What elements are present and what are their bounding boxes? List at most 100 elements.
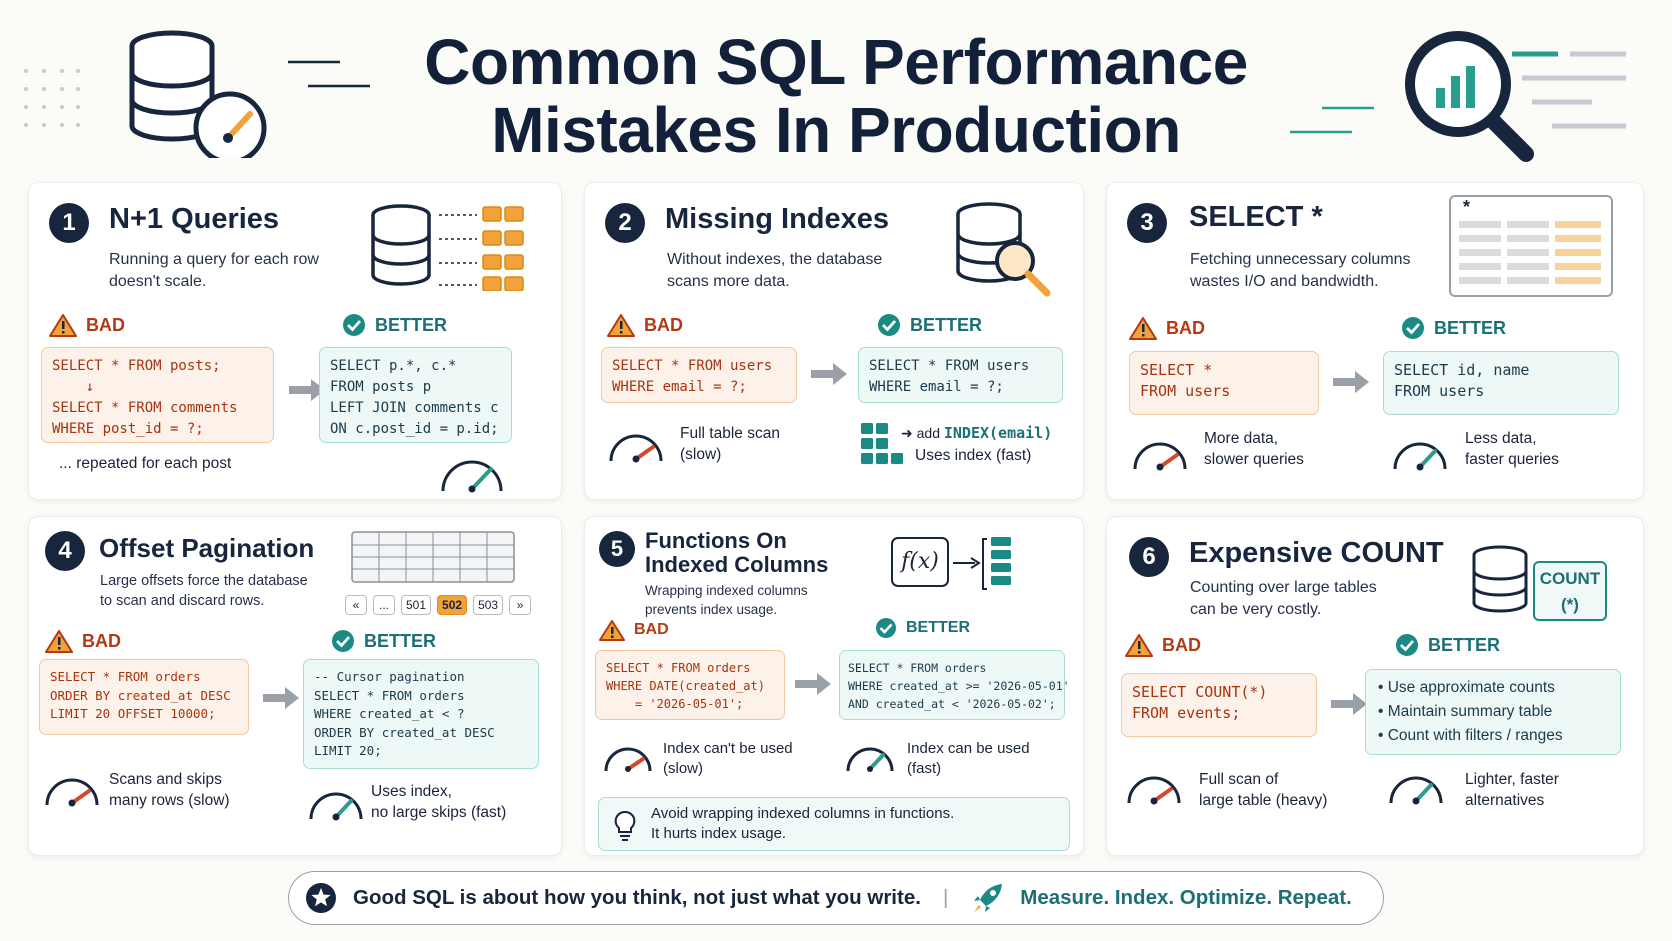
arrow-right-icon <box>263 687 299 709</box>
footer-divider: | <box>942 886 949 909</box>
card-n-plus-one: 1 N+1 Queries Running a query for each r… <box>28 182 562 500</box>
card-description: Wrapping indexed columns prevents index … <box>645 583 808 617</box>
gauge-icon <box>1133 442 1187 471</box>
pager-page[interactable]: 501 <box>401 595 432 615</box>
bad-note: More data, slower queries <box>1204 430 1304 468</box>
footer-banner: Good SQL is about how you think, not jus… <box>288 871 1384 925</box>
better-label: BETTER <box>1395 633 1500 657</box>
lightbulb-icon <box>614 810 636 841</box>
bad-note: Full scan of large table (heavy) <box>1199 771 1328 809</box>
card-description: Running a query for each row doesn't sca… <box>109 251 319 290</box>
check-icon <box>332 630 354 652</box>
title-line-2: Mistakes In Production <box>491 94 1181 166</box>
bad-note: Full table scan (slow) <box>680 425 780 463</box>
database-search-icon <box>956 202 1051 297</box>
check-icon <box>876 618 896 638</box>
better-code-block: -- Cursor pagination SELECT * FROM order… <box>303 659 539 769</box>
database-speed-icon <box>129 30 267 158</box>
bad-code-block: SELECT * FROM posts; ↓ SELECT * FROM com… <box>41 347 274 443</box>
check-icon <box>1396 634 1418 656</box>
gauge-icon <box>45 778 99 807</box>
better-label: BETTER <box>331 629 436 653</box>
arrow-right-icon <box>289 379 325 401</box>
gauge-icon <box>1389 776 1443 805</box>
magnifier-chart-icon <box>1405 31 1534 162</box>
better-note: Index can be used (fast) <box>907 740 1030 777</box>
warning-icon <box>607 314 635 337</box>
card-number: 5 <box>599 531 635 567</box>
bad-code-block: SELECT * FROM users <box>1129 351 1319 415</box>
gauge-icon <box>309 792 363 821</box>
better-label: BETTER <box>875 617 970 639</box>
card-number: 3 <box>1127 203 1167 243</box>
card-number: 2 <box>605 203 645 243</box>
pager-page[interactable]: 503 <box>473 595 504 615</box>
footer-right-text: Measure. Index. Optimize. Repeat. <box>1020 886 1352 909</box>
database-icon <box>1472 545 1528 613</box>
card-number: 1 <box>49 203 89 243</box>
warning-icon <box>45 630 73 653</box>
card-title: Functions On Indexed Columns <box>645 528 829 577</box>
title-line-1: Common SQL Performance <box>424 26 1248 98</box>
bad-code-block: SELECT * FROM users WHERE email = ?; <box>601 347 797 403</box>
better-note: Less data, faster queries <box>1465 430 1559 468</box>
better-label: BETTER <box>1401 316 1506 340</box>
table-columns-icon <box>1449 195 1613 297</box>
better-code-block: SELECT id, name FROM users <box>1383 351 1619 415</box>
bad-label: BAD <box>49 313 125 337</box>
star-icon <box>306 883 336 913</box>
better-code-block: SELECT p.*, c.* FROM posts p LEFT JOIN c… <box>319 347 512 443</box>
pager-prev[interactable]: « <box>345 595 367 615</box>
card-title: Offset Pagination <box>99 533 315 563</box>
function-icon: f(x) <box>891 537 949 587</box>
list-item: • Count with filters / ranges <box>1378 727 1563 744</box>
gauge-icon <box>441 460 503 493</box>
card-number: 4 <box>45 531 85 571</box>
warning-icon <box>1129 317 1157 340</box>
card-expensive-count: 6 Expensive COUNT Counting over large ta… <box>1106 516 1644 856</box>
gauge-icon <box>604 747 652 772</box>
card-number: 6 <box>1129 537 1169 577</box>
arrow-right-icon <box>1331 693 1367 715</box>
better-list-box: • Use approximate counts • Maintain summ… <box>1365 669 1621 755</box>
bad-code-block: SELECT * FROM orders WHERE DATE(created_… <box>595 650 785 720</box>
better-code-block: SELECT * FROM orders WHERE created_at >=… <box>839 650 1070 720</box>
warning-icon <box>49 314 77 337</box>
pager-ellipsis: ... <box>373 595 395 615</box>
pager-page-active[interactable]: 502 <box>437 595 468 615</box>
rocket-icon <box>974 884 1003 912</box>
gauge-icon <box>1127 776 1181 805</box>
bad-label: BAD <box>1129 316 1205 340</box>
card-select-star: 3 SELECT * Fetching unnecessary columns … <box>1106 182 1644 500</box>
stripes-decoration <box>1512 51 1626 129</box>
card-title: Missing Indexes <box>665 203 890 235</box>
list-item: • Maintain summary table <box>1378 703 1553 720</box>
count-badge: COUNT (*) <box>1533 561 1607 621</box>
grid-table-icon <box>351 531 515 583</box>
index-grid-icon <box>861 423 903 464</box>
speed-lines-right <box>1290 106 1374 134</box>
speed-lines-left <box>288 60 370 88</box>
gauge-icon <box>609 434 663 463</box>
pager-next[interactable]: » <box>509 595 532 615</box>
pagination-control: « ... 501 502 503 » <box>345 595 532 615</box>
tip-callout: Avoid wrapping indexed columns in functi… <box>598 797 1070 851</box>
card-offset-pagination: 4 Offset Pagination Large offsets force … <box>28 516 562 856</box>
card-description: Without indexes, the database scans more… <box>667 251 883 290</box>
gauge-icon <box>1393 442 1447 471</box>
dot-grid-decoration <box>24 69 80 127</box>
arrow-right-icon <box>795 673 831 695</box>
bad-label: BAD <box>1125 633 1201 657</box>
warning-icon <box>599 620 625 641</box>
check-icon <box>878 314 900 336</box>
bad-label: BAD <box>45 629 121 653</box>
list-item: • Use approximate counts <box>1378 679 1555 696</box>
check-icon <box>1402 317 1424 339</box>
bad-label: BAD <box>599 619 669 641</box>
card-title: Expensive COUNT <box>1189 537 1444 569</box>
arrow-right-icon <box>811 363 847 385</box>
better-note: Uses index, no large skips (fast) <box>371 783 507 821</box>
bad-code-block: SELECT COUNT(*) FROM events; <box>1121 673 1317 737</box>
check-icon <box>343 314 365 336</box>
bad-note: ... repeated for each post <box>59 455 232 472</box>
